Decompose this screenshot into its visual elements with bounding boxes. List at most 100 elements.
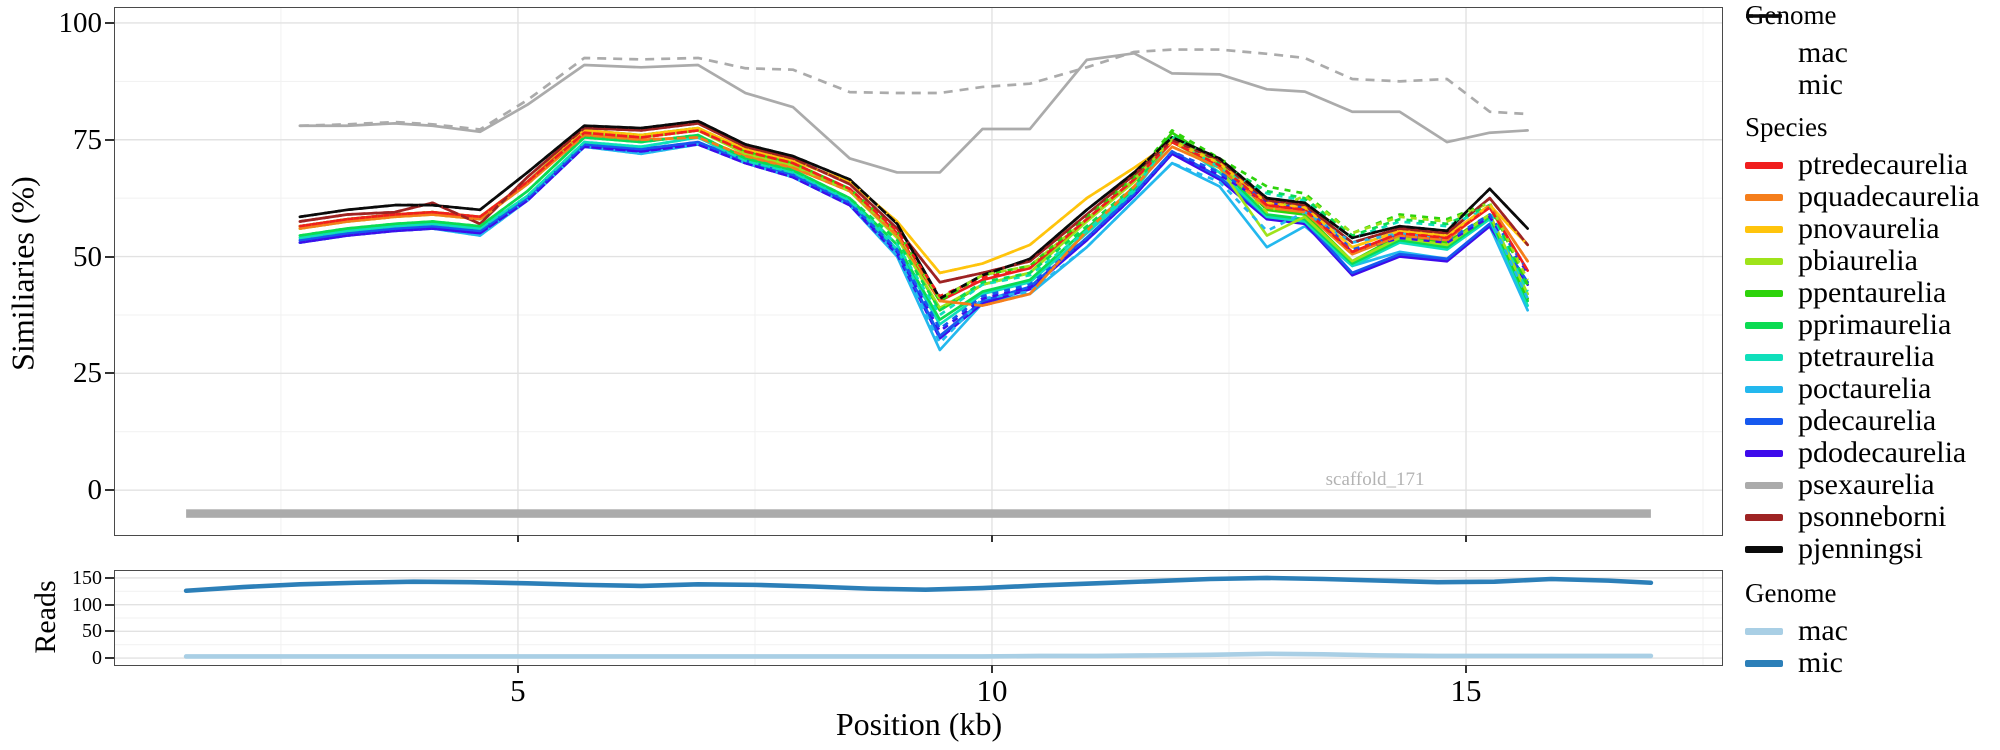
species-color-key-icon	[1745, 513, 1783, 521]
legend-item-label: pdodecaurelia	[1798, 436, 1967, 469]
legend-species-item-pprimaurelia: pprimaurelia	[1745, 309, 1980, 341]
genome-color-key-icon	[1745, 627, 1783, 635]
reads-xtick-mark	[990, 665, 993, 673]
line-mic-poctaurelia	[299, 142, 1529, 344]
legend-genome-item-mac: mac	[1745, 14, 1848, 69]
legend-species-title: Species	[1745, 112, 1828, 142]
reads-ytick-label: 150	[72, 566, 102, 589]
sim-ytick-label: 0	[87, 474, 103, 507]
sim-xtick-mark	[1465, 535, 1468, 542]
similarity-chart	[114, 7, 1722, 535]
x-axis-title: Position (kb)	[835, 706, 1003, 742]
species-color-key-icon	[1745, 321, 1783, 329]
scaffold-bar	[185, 508, 1651, 518]
legend-item-label: pbiaurelia	[1798, 244, 1918, 277]
reads-xtick-mark	[516, 665, 519, 673]
reads-ytick-mark	[105, 630, 114, 633]
reads-chart	[114, 570, 1722, 665]
legend-genome-reads: Genome mac mic	[1745, 578, 1848, 679]
xtick-label: 15	[1450, 673, 1482, 708]
line-mic-ptredecaurelia	[299, 128, 1529, 298]
legend-item-label: ptetraurelia	[1798, 340, 1935, 373]
species-color-key-icon	[1745, 481, 1783, 489]
legend-item-label: pnovaurelia	[1798, 212, 1940, 245]
reads-ytick-label: 100	[72, 593, 102, 616]
reads-ytick-label: 0	[92, 647, 102, 670]
legend-species-item-ppentaurelia: ppentaurelia	[1745, 277, 1980, 309]
legend-species-item-psonneborni: psonneborni	[1745, 501, 1980, 533]
line-mac-pdodecaurelia	[298, 142, 1529, 340]
reads-ytick-label: 50	[82, 620, 102, 643]
legend-item-label: mac	[1798, 36, 1848, 69]
reads-xtick-mark	[1465, 665, 1468, 673]
species-color-key-icon	[1745, 353, 1783, 361]
legend-species-item-poctaurelia: poctaurelia	[1745, 373, 1980, 405]
legend-reads-item-mac: mac	[1745, 615, 1848, 647]
species-color-key-icon	[1745, 385, 1783, 393]
legend-item-label: pprimaurelia	[1798, 308, 1952, 341]
legend-genome-linetype: Genome mac mic	[1745, 0, 1848, 101]
similarity-panel: scaffold_171	[113, 6, 1723, 536]
sim-ytick-label: 25	[73, 357, 102, 390]
xtick-label: 5	[510, 673, 526, 708]
sim-ytick-label: 100	[58, 6, 103, 39]
legend-species-item-pnovaurelia: pnovaurelia	[1745, 213, 1980, 245]
line-mic-psonneborni	[299, 121, 1529, 284]
legend-species-item-pjenningsi: pjenningsi	[1745, 533, 1980, 565]
line-mic-pnovaurelia	[299, 126, 1529, 274]
legend-species-item-pquadecaurelia: pquadecaurelia	[1745, 181, 1980, 213]
legend-species-item-psexaurelia: psexaurelia	[1745, 469, 1980, 501]
legend-genome-reads-title: Genome	[1745, 578, 1837, 608]
species-color-key-icon	[1745, 225, 1783, 233]
sim-ytick-mark	[105, 489, 114, 492]
species-color-key-icon	[1745, 417, 1783, 425]
sim-ytick-label: 50	[73, 240, 102, 273]
sim-ytick-mark	[105, 372, 114, 375]
legend-item-label: mic	[1798, 68, 1843, 101]
legend-item-label: pquadecaurelia	[1798, 180, 1980, 213]
legend-species-item-pdecaurelia: pdecaurelia	[1745, 405, 1980, 437]
species-color-key-icon	[1745, 289, 1783, 297]
species-color-key-icon	[1745, 545, 1783, 553]
scaffold-annotation: scaffold_171	[1325, 468, 1425, 490]
legend-item-label: ppentaurelia	[1798, 276, 1947, 309]
dashed-line-key-icon	[1745, 14, 1783, 101]
sim-ytick-mark	[105, 21, 114, 24]
sim-ytick-mark	[105, 255, 114, 258]
legend-reads-item-mic: mic	[1745, 647, 1848, 679]
line-mac-psexaurelia	[298, 51, 1529, 174]
legend-species-item-pbiaurelia: pbiaurelia	[1745, 245, 1980, 277]
legend-item-label: mic	[1798, 646, 1843, 679]
line-mic-pbiaurelia	[299, 128, 1529, 300]
sim-xtick-mark	[516, 535, 519, 542]
line-mic-pdecaurelia	[299, 140, 1529, 330]
line-mic-pquadecaurelia	[299, 133, 1529, 307]
legend-item-label: psonneborni	[1798, 500, 1947, 533]
reads-ytick-mark	[105, 603, 114, 606]
legend-species: Species ptredecaurelia pquadecaurelia pnov…	[1745, 112, 1980, 565]
species-color-key-icon	[1745, 193, 1783, 201]
reads-line-mic	[183, 575, 1653, 593]
species-color-key-icon	[1745, 449, 1783, 457]
line-mac-ptetraurelia	[298, 135, 1529, 326]
legend-item-label: psexaurelia	[1798, 468, 1935, 501]
reads-ytick-mark	[105, 657, 114, 660]
genome-color-key-icon	[1745, 659, 1783, 667]
legend-species-item-pdodecaurelia: pdodecaurelia	[1745, 437, 1980, 469]
species-color-key-icon	[1745, 161, 1783, 169]
reads-ytick-mark	[105, 576, 114, 579]
legend-item-label: ptredecaurelia	[1798, 148, 1968, 181]
sim-ytick-mark	[105, 138, 114, 141]
sim-xtick-mark	[990, 535, 993, 542]
legend-item-label: pdecaurelia	[1798, 404, 1937, 437]
legend-species-item-ptetraurelia: ptetraurelia	[1745, 341, 1980, 373]
legend-genome-item-mic: mic	[1745, 14, 1848, 101]
legend-species-item-ptredecaurelia: ptredecaurelia	[1745, 149, 1980, 181]
legend-item-label: poctaurelia	[1798, 372, 1932, 405]
species-color-key-icon	[1745, 257, 1783, 265]
line-mac-pprimaurelia	[298, 133, 1529, 321]
solid-line-key-icon	[1745, 14, 1783, 69]
legend-item-label: mac	[1798, 614, 1848, 647]
sim-ytick-label: 75	[73, 123, 102, 156]
